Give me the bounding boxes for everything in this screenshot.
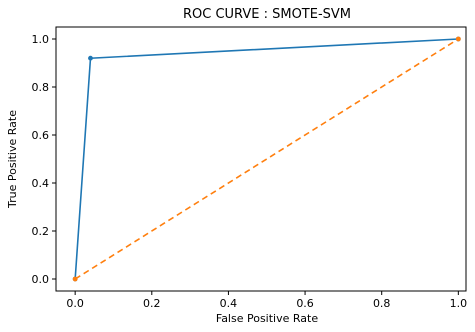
- y-tick-label: 0.8: [32, 81, 50, 94]
- series-0-point: [88, 55, 93, 61]
- y-tick-label: 0.0: [32, 273, 50, 286]
- x-axis-ticks: 0.0 0.2 0.4 0.6 0.8 1.0: [66, 291, 467, 310]
- x-tick-label: 0.6: [296, 297, 314, 310]
- x-tick-label: 0.4: [220, 297, 238, 310]
- series-layer: [72, 36, 461, 282]
- y-axis-ticks: 0.0 0.2 0.4 0.6 0.8 1.0: [32, 33, 56, 286]
- plot-area-frame: [55, 26, 467, 292]
- y-tick-label: 1.0: [32, 33, 50, 46]
- x-tick-label: 0.0: [66, 297, 84, 310]
- series-1-line: [74, 38, 459, 280]
- y-axis-label: True Positive Rate: [6, 110, 19, 209]
- y-tick-label: 0.4: [32, 177, 50, 190]
- x-axis-label: False Positive Rate: [216, 312, 318, 325]
- series-1-point: [72, 276, 78, 282]
- y-tick-label: 0.2: [32, 225, 50, 238]
- chart-title: ROC CURVE : SMOTE-SVM: [183, 7, 351, 22]
- x-tick-label: 1.0: [450, 297, 468, 310]
- y-tick-label: 0.6: [32, 129, 50, 142]
- x-tick-label: 0.8: [373, 297, 391, 310]
- x-tick-label: 0.2: [143, 297, 161, 310]
- series-1-point: [455, 36, 461, 42]
